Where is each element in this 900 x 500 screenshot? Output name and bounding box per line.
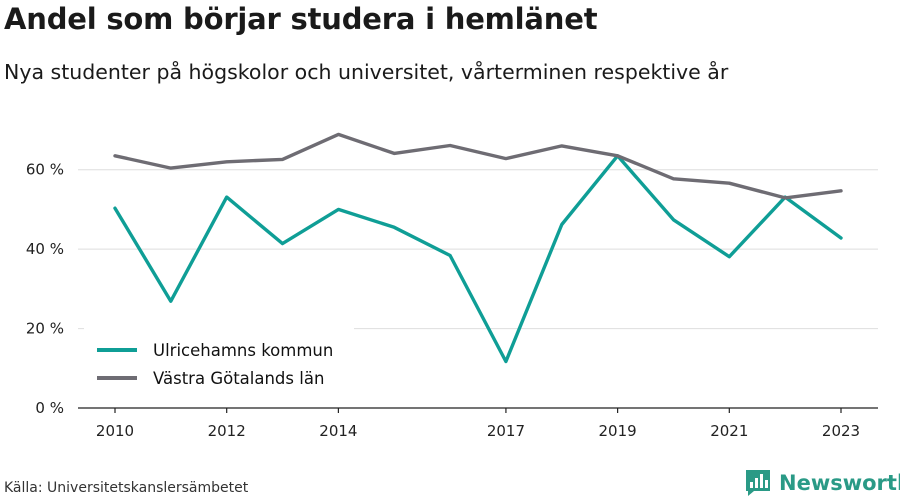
bar-chart-logo-icon — [746, 470, 770, 496]
source-note: Källa: Universitetskanslersämbetet — [4, 480, 249, 496]
line-chart: 0 % 20 % 40 % 60 % 2010 2012 2014 2017 2019 2021… — [26, 132, 878, 440]
legend-label: Västra Götalands län — [153, 369, 324, 388]
x-axis: 2010 2012 2014 2017 2019 2021 2023 — [78, 407, 878, 440]
x-tick-label: 2021 — [710, 422, 748, 440]
y-tick-label: 20 % — [26, 320, 64, 338]
y-tick-label: 40 % — [26, 240, 64, 258]
x-tick-label: 2019 — [599, 422, 637, 440]
series-lines — [113, 132, 843, 364]
brand-logo: Newsworthy — [745, 469, 900, 497]
y-tick-label: 0 % — [35, 399, 64, 417]
y-axis-ticks: 0 % 20 % 40 % 60 % — [26, 161, 64, 417]
x-tick-label: 2012 — [208, 422, 246, 440]
chart-title: Andel som börjar studera i hemlänet — [4, 2, 598, 36]
chart-subtitle: Nya studenter på högskolor och universit… — [4, 60, 729, 84]
y-tick-label: 60 % — [26, 161, 64, 179]
x-tick-label: 2014 — [319, 422, 357, 440]
brand-name: Newsworthy — [779, 471, 900, 495]
x-tick-label: 2023 — [822, 422, 860, 440]
series-line-1 — [113, 132, 843, 200]
series-line-0 — [113, 154, 843, 364]
legend-label: Ulricehamns kommun — [153, 341, 333, 360]
x-tick-label: 2017 — [487, 422, 525, 440]
x-tick-label: 2010 — [96, 422, 134, 440]
legend: Ulricehamns kommun Västra Götalands län — [84, 327, 354, 397]
legend-background — [84, 327, 354, 397]
